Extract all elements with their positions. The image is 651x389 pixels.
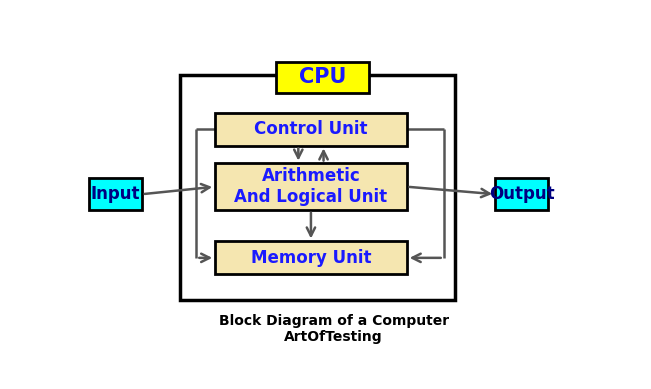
FancyBboxPatch shape [275,62,369,93]
Text: Arithmetic
And Logical Unit: Arithmetic And Logical Unit [234,167,387,206]
Text: Memory Unit: Memory Unit [251,249,371,267]
FancyBboxPatch shape [495,179,548,210]
Text: CPU: CPU [299,67,346,88]
Text: Control Unit: Control Unit [254,120,368,138]
Text: ArtOfTesting: ArtOfTesting [284,330,383,344]
FancyBboxPatch shape [215,241,407,274]
Text: Output: Output [489,185,555,203]
FancyBboxPatch shape [215,112,407,145]
Text: Block Diagram of a Computer: Block Diagram of a Computer [219,314,449,328]
FancyBboxPatch shape [89,179,142,210]
Text: Input: Input [90,185,140,203]
FancyBboxPatch shape [215,163,407,210]
